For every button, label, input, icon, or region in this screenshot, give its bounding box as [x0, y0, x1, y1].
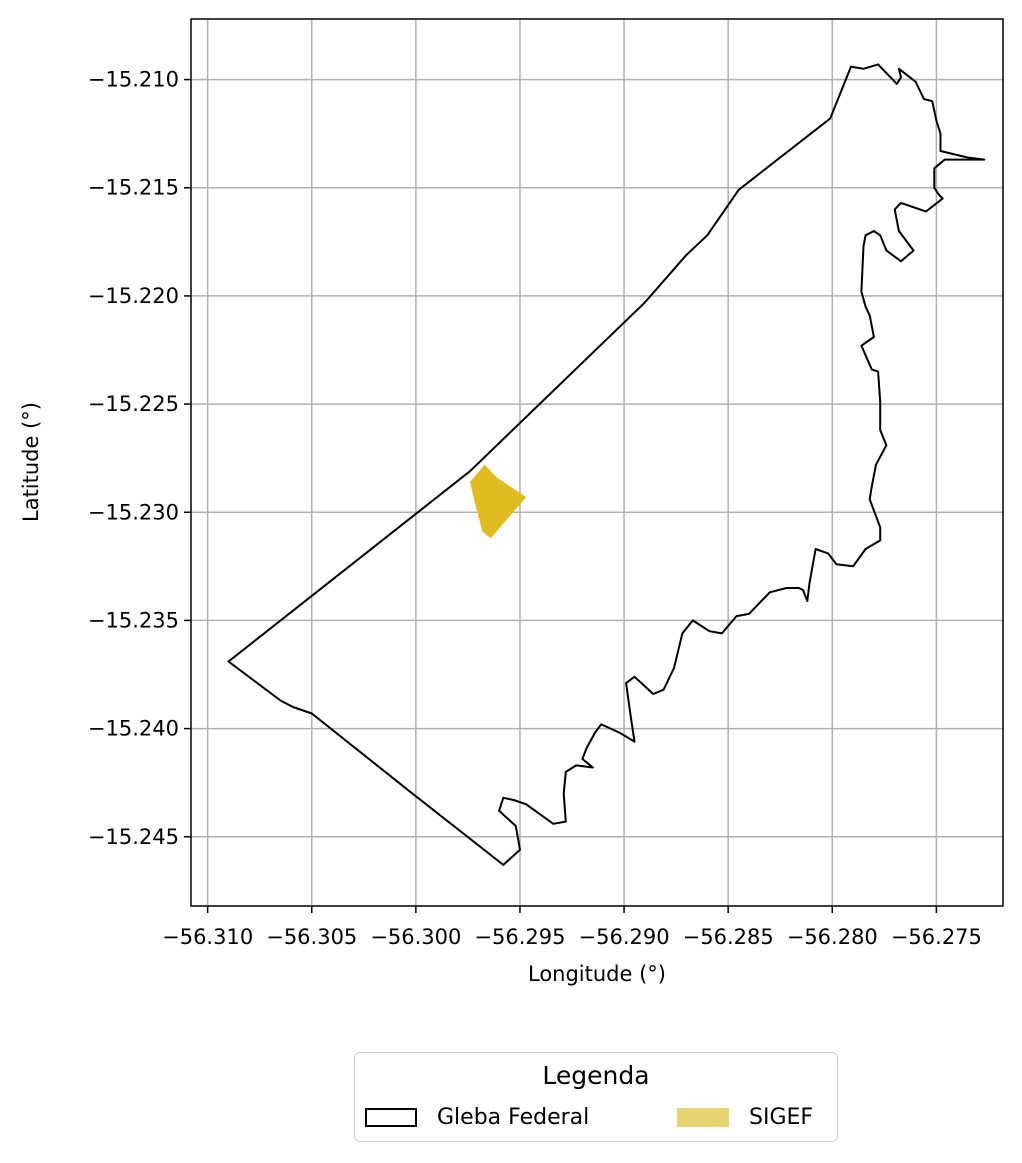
- y-axis-ticks: −15.210 −15.215 −15.220 −15.225 −15.230 −15.2…: [88, 68, 191, 849]
- gleba-federal-polygon: [227, 63, 986, 866]
- x-tick-label: −56.285: [683, 925, 774, 949]
- legend-title: Legenda: [542, 1061, 650, 1090]
- x-tick-label: −56.290: [579, 925, 670, 949]
- y-tick-label: −15.220: [88, 284, 179, 308]
- y-tick-label: −15.210: [88, 68, 179, 92]
- legend-entry-sigef: SIGEF: [677, 1105, 813, 1130]
- legend: Legenda Gleba Federal SIGEF: [354, 1052, 838, 1142]
- legend-swatch-gleba-federal: [365, 1108, 417, 1127]
- y-tick-label: −15.215: [88, 176, 179, 200]
- y-tick-label: −15.230: [88, 500, 179, 524]
- y-tick-label: −15.240: [88, 717, 179, 741]
- x-tick-label: −56.310: [162, 925, 253, 949]
- legend-entry-gleba-federal: Gleba Federal: [365, 1105, 589, 1130]
- x-tick-label: −56.280: [787, 925, 878, 949]
- x-axis-label: Longitude (°): [528, 962, 666, 986]
- legend-label-sigef: SIGEF: [749, 1105, 814, 1130]
- legend-label-gleba-federal: Gleba Federal: [437, 1105, 590, 1130]
- x-tick-label: −56.275: [891, 925, 982, 949]
- map-figure: −56.310 −56.305 −56.300 −56.295 −56.290 −56.2…: [19, 18, 1004, 986]
- x-axis-ticks: −56.310 −56.305 −56.300 −56.295 −56.290 −56.2…: [162, 906, 982, 949]
- y-axis-label: Latitude (°): [19, 402, 43, 522]
- x-tick-label: −56.305: [266, 925, 357, 949]
- legend-swatch-sigef: [677, 1108, 729, 1127]
- plot-background: [191, 19, 1003, 906]
- sigef-polygon: [470, 464, 527, 539]
- grid-lines: [191, 19, 1003, 906]
- map-layers: [227, 63, 986, 866]
- y-tick-label: −15.225: [88, 392, 179, 416]
- plot-frame: [190, 18, 1004, 907]
- y-tick-label: −15.245: [88, 825, 179, 849]
- x-tick-label: −56.300: [370, 925, 461, 949]
- y-tick-label: −15.235: [88, 608, 179, 632]
- x-tick-label: −56.295: [474, 925, 565, 949]
